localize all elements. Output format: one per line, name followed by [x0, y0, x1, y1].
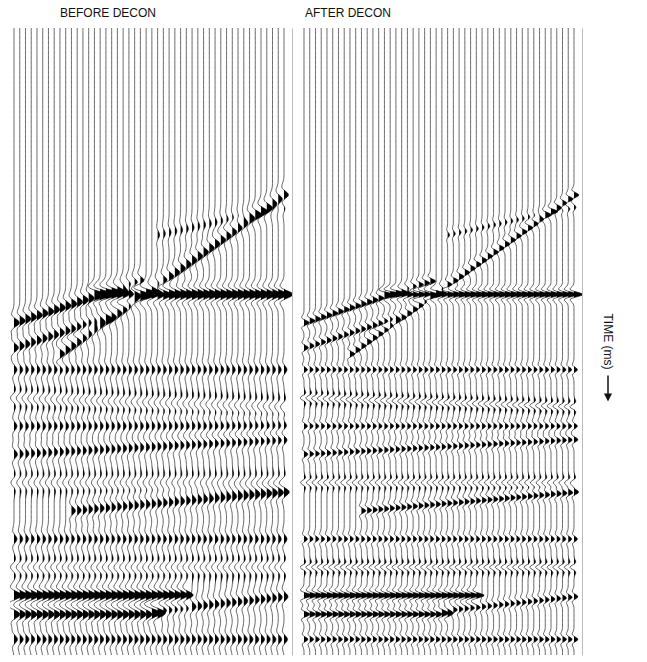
trace-fill [221, 28, 230, 655]
trace-wiggle [418, 28, 432, 655]
trace-fill [117, 28, 126, 655]
panel: BEFORE DECON [8, 6, 293, 656]
trace-wiggle [106, 28, 124, 655]
trace-fill [198, 28, 207, 655]
trace-wiggle [88, 28, 108, 655]
trace-wiggle [379, 28, 397, 655]
trace-wiggle [384, 28, 404, 655]
trace-wiggle [431, 28, 449, 655]
panel-title: BEFORE DECON [60, 6, 156, 20]
time-axis [582, 29, 583, 656]
trace-fill [192, 28, 201, 655]
trace-fill [163, 28, 171, 655]
trace-fill [574, 28, 582, 655]
trace-fill [278, 28, 287, 655]
trace-fill [244, 28, 253, 655]
traces [300, 28, 582, 655]
trace-fill [267, 28, 276, 655]
trace-fill [209, 28, 218, 655]
trace-fill [181, 28, 190, 655]
trace-wiggle [134, 28, 152, 655]
trace-wiggle [93, 28, 114, 655]
trace-fill [204, 28, 213, 655]
trace-wiggle [424, 28, 441, 655]
trace-fill [227, 28, 236, 655]
figure: BEFORE DECON AFTER DECON TIME (ms) [0, 0, 647, 662]
arrow-shaft [607, 376, 609, 396]
trace-fill [186, 28, 195, 655]
time-axis [292, 29, 293, 656]
traces [10, 28, 292, 655]
trace-fill [273, 28, 282, 655]
panel-title: AFTER DECON [305, 6, 391, 20]
trace-fill [152, 28, 161, 655]
trace-wiggle [140, 28, 160, 655]
trace-fill [215, 28, 224, 655]
trace-fill [169, 28, 178, 655]
trace-fill [175, 28, 184, 655]
panel: AFTER DECON TIME (ms) [300, 6, 615, 656]
trace-wiggle [570, 28, 582, 655]
axis-title: TIME (ms) [601, 314, 615, 370]
trace-fill [250, 28, 259, 655]
axis-line [292, 29, 293, 656]
trace-wiggle [279, 28, 292, 655]
trace-wiggle [390, 28, 408, 655]
trace-fill [261, 28, 270, 655]
trace-fill [284, 28, 292, 655]
trace-fill [232, 28, 241, 655]
trace-fill [255, 28, 264, 655]
trace-wiggle [99, 28, 119, 655]
trace-fill [436, 28, 449, 655]
arrow-head [604, 394, 612, 402]
axis-line [582, 29, 583, 656]
trace-fill [238, 28, 247, 655]
